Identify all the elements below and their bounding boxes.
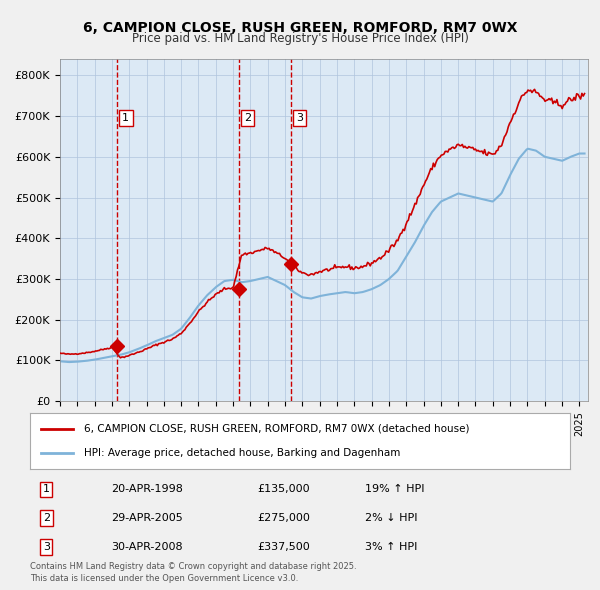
Text: £135,000: £135,000 <box>257 484 310 494</box>
Text: 2: 2 <box>43 513 50 523</box>
Text: 2: 2 <box>244 113 251 123</box>
Text: 1: 1 <box>43 484 50 494</box>
Text: £275,000: £275,000 <box>257 513 310 523</box>
Text: 3: 3 <box>43 542 50 552</box>
Text: 19% ↑ HPI: 19% ↑ HPI <box>365 484 424 494</box>
Text: 20-APR-1998: 20-APR-1998 <box>111 484 183 494</box>
Text: 29-APR-2005: 29-APR-2005 <box>111 513 183 523</box>
Text: 6, CAMPION CLOSE, RUSH GREEN, ROMFORD, RM7 0WX (detached house): 6, CAMPION CLOSE, RUSH GREEN, ROMFORD, R… <box>84 424 470 434</box>
Text: 2% ↓ HPI: 2% ↓ HPI <box>365 513 418 523</box>
Text: 1: 1 <box>122 113 130 123</box>
Text: 6, CAMPION CLOSE, RUSH GREEN, ROMFORD, RM7 0WX: 6, CAMPION CLOSE, RUSH GREEN, ROMFORD, R… <box>83 21 517 35</box>
Text: £337,500: £337,500 <box>257 542 310 552</box>
Text: Price paid vs. HM Land Registry's House Price Index (HPI): Price paid vs. HM Land Registry's House … <box>131 32 469 45</box>
Text: HPI: Average price, detached house, Barking and Dagenham: HPI: Average price, detached house, Bark… <box>84 448 400 458</box>
Text: 3% ↑ HPI: 3% ↑ HPI <box>365 542 417 552</box>
Text: Contains HM Land Registry data © Crown copyright and database right 2025.
This d: Contains HM Land Registry data © Crown c… <box>30 562 356 583</box>
Text: 3: 3 <box>296 113 303 123</box>
Text: 30-APR-2008: 30-APR-2008 <box>111 542 182 552</box>
